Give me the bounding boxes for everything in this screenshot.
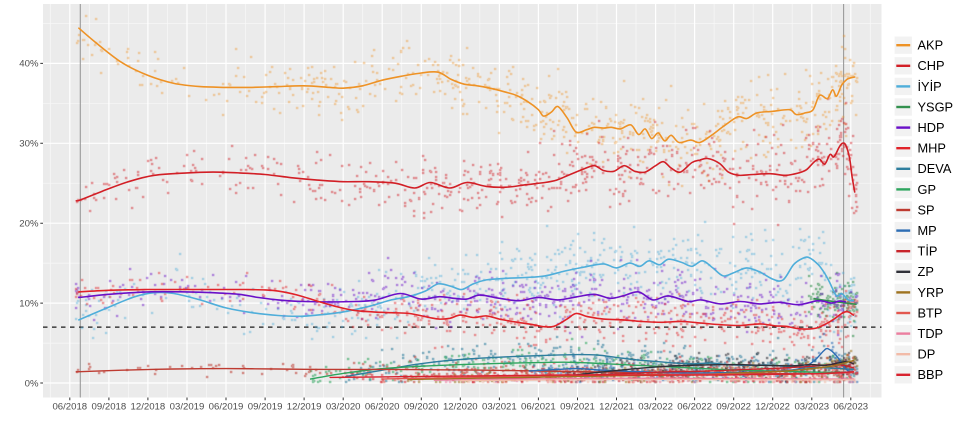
svg-text:09/2020: 09/2020 (404, 402, 439, 413)
svg-text:YRP: YRP (918, 285, 944, 300)
svg-text:30%: 30% (19, 139, 39, 150)
svg-text:12/2018: 12/2018 (131, 402, 166, 413)
svg-text:0%: 0% (25, 378, 39, 389)
svg-text:06/2022: 06/2022 (677, 402, 712, 413)
svg-text:AKP: AKP (918, 38, 944, 53)
svg-text:12/2020: 12/2020 (443, 402, 478, 413)
svg-text:SP: SP (918, 202, 935, 217)
svg-text:06/2018: 06/2018 (52, 402, 87, 413)
svg-text:03/2020: 03/2020 (326, 402, 361, 413)
svg-text:03/2022: 03/2022 (638, 402, 673, 413)
svg-text:YSGP: YSGP (918, 99, 954, 114)
svg-text:TİP: TİP (918, 244, 938, 259)
svg-text:12/2019: 12/2019 (287, 402, 322, 413)
svg-text:03/2021: 03/2021 (482, 402, 517, 413)
svg-text:ZP: ZP (918, 264, 934, 279)
svg-text:12/2022: 12/2022 (755, 402, 790, 413)
svg-text:BBP: BBP (918, 367, 944, 382)
svg-text:GP: GP (918, 182, 937, 197)
svg-text:09/2022: 09/2022 (716, 402, 751, 413)
svg-text:06/2020: 06/2020 (365, 402, 400, 413)
svg-text:MHP: MHP (918, 141, 946, 156)
svg-text:06/2021: 06/2021 (521, 402, 556, 413)
svg-text:DP: DP (918, 347, 936, 362)
svg-text:09/2018: 09/2018 (92, 402, 127, 413)
svg-text:03/2019: 03/2019 (170, 402, 205, 413)
svg-text:06/2023: 06/2023 (833, 402, 868, 413)
svg-text:12/2021: 12/2021 (599, 402, 634, 413)
svg-text:DEVA: DEVA (918, 161, 952, 176)
svg-text:06/2019: 06/2019 (209, 402, 244, 413)
svg-text:TDP: TDP (918, 326, 944, 341)
svg-text:İYİP: İYİP (918, 79, 942, 94)
svg-text:20%: 20% (19, 219, 39, 230)
svg-text:BTP: BTP (918, 305, 943, 320)
svg-text:CHP: CHP (918, 58, 945, 73)
svg-text:40%: 40% (19, 59, 39, 70)
svg-text:03/2023: 03/2023 (794, 402, 829, 413)
svg-text:09/2019: 09/2019 (248, 402, 283, 413)
svg-text:HDP: HDP (918, 120, 945, 135)
svg-text:10%: 10% (19, 298, 39, 309)
svg-text:09/2021: 09/2021 (560, 402, 595, 413)
svg-text:MP: MP (918, 223, 937, 238)
